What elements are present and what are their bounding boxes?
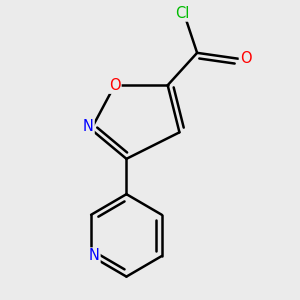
Text: Cl: Cl — [175, 6, 190, 21]
Text: N: N — [88, 248, 100, 263]
Text: O: O — [240, 51, 251, 66]
Text: N: N — [83, 119, 94, 134]
Text: O: O — [109, 78, 121, 93]
